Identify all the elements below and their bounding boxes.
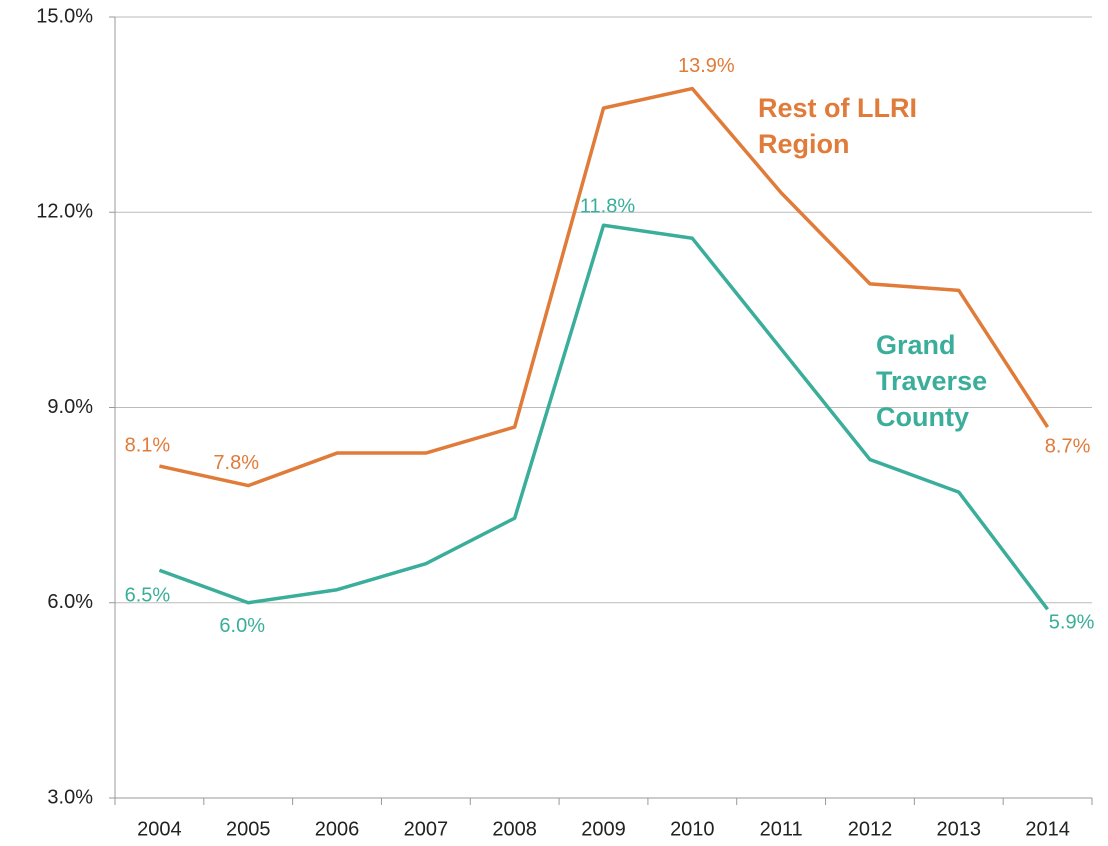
data-label: 6.5%: [125, 584, 171, 606]
data-label: 8.7%: [1045, 435, 1091, 457]
y-tick-label: 6.0%: [47, 591, 93, 613]
x-tick-label: 2007: [404, 818, 449, 840]
x-tick-label: 2014: [1025, 818, 1070, 840]
x-tick-label: 2012: [848, 818, 893, 840]
y-tick-label: 9.0%: [47, 396, 93, 418]
data-label: 7.8%: [213, 452, 259, 474]
data-label: 5.9%: [1049, 612, 1095, 634]
data-label: 8.1%: [125, 434, 171, 456]
y-tick-label: 12.0%: [36, 201, 93, 223]
series-line: [159, 86, 1050, 488]
series-label: Grand Traverse County: [876, 330, 988, 432]
x-tick-label: 2010: [670, 818, 715, 840]
series-line: [158, 223, 1049, 611]
x-tick-label: 2009: [581, 818, 626, 840]
data-label: 6.0%: [219, 615, 265, 637]
x-tick-label: 2011: [760, 818, 803, 840]
x-tick-label: 2008: [492, 818, 537, 840]
x-tick-label: 2006: [315, 818, 360, 840]
y-tick-label: 15.0%: [36, 5, 93, 27]
y-tick-label: 3.0%: [47, 786, 93, 808]
x-tick-label: 2004: [137, 818, 182, 840]
series-label: Rest of LLRI Region: [758, 93, 917, 159]
x-tick-label: 2005: [226, 818, 271, 840]
data-label: 11.8%: [580, 196, 635, 218]
x-tick-label: 2013: [937, 818, 982, 840]
data-label: 13.9%: [678, 55, 735, 77]
